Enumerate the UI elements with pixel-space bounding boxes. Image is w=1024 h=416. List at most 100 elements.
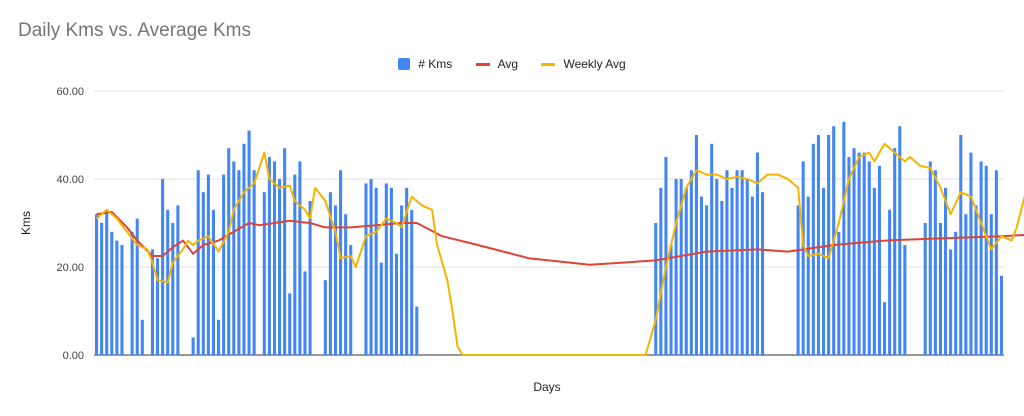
bar[interactable] [410,209,414,355]
bar[interactable] [308,201,312,355]
bar[interactable] [938,223,942,355]
bar[interactable] [674,179,678,355]
bar[interactable] [247,130,251,355]
bar[interactable] [984,165,988,355]
bar[interactable] [262,192,266,355]
bar[interactable] [944,187,948,355]
bar[interactable] [196,170,200,355]
bar[interactable] [679,179,683,355]
bar[interactable] [364,183,368,355]
bar[interactable] [333,205,338,355]
bar[interactable] [954,231,958,355]
bar[interactable] [923,223,927,355]
bar[interactable] [344,214,348,355]
bar[interactable] [95,214,99,355]
bar[interactable] [969,152,973,355]
bar[interactable] [201,192,205,355]
bar[interactable] [150,249,154,355]
bar[interactable] [740,170,744,355]
bar[interactable] [405,187,409,355]
bar[interactable] [720,201,724,355]
bar[interactable] [288,293,292,355]
bar[interactable] [750,196,754,355]
bar[interactable] [369,179,373,355]
bar[interactable] [715,179,719,355]
bar[interactable] [694,135,698,355]
bar[interactable] [801,161,805,355]
bar[interactable] [959,135,963,355]
bar[interactable] [730,187,734,355]
bar[interactable] [659,187,663,355]
bar[interactable] [328,192,332,355]
bar[interactable] [323,280,327,355]
bar[interactable] [857,152,861,355]
bar[interactable] [842,121,846,355]
bar[interactable] [888,209,892,355]
bar[interactable] [893,148,897,355]
legend-item-kms[interactable]: # Kms [398,56,452,71]
bar[interactable] [903,245,907,355]
bar[interactable] [669,245,673,355]
bar[interactable] [949,249,953,355]
bar[interactable] [806,196,810,355]
bar[interactable] [389,187,393,355]
legend-item-weekly-avg[interactable]: Weekly Avg [541,56,626,71]
bar[interactable] [293,174,297,355]
bar[interactable] [735,170,739,355]
legend-item-avg[interactable]: Avg [475,56,518,71]
bar[interactable] [725,170,729,355]
bar[interactable] [415,306,419,355]
bar[interactable] [654,223,658,355]
bar[interactable] [822,187,826,355]
bar[interactable] [211,209,215,355]
bar[interactable] [394,253,399,355]
bar[interactable] [252,170,256,355]
bar[interactable] [298,161,302,355]
bar[interactable] [105,209,109,355]
bar[interactable] [206,174,210,355]
bar[interactable] [811,143,815,355]
bar[interactable] [374,187,378,355]
bar[interactable] [379,262,383,355]
bar[interactable] [999,275,1003,355]
bar[interactable] [156,258,160,355]
bar[interactable] [110,231,114,355]
bar[interactable] [745,179,749,355]
bar[interactable] [171,223,175,355]
bar[interactable] [705,205,709,355]
weekly-avg-line[interactable] [95,142,1024,356]
bar[interactable] [862,152,866,355]
bar[interactable] [161,179,165,355]
bar[interactable] [964,214,968,355]
bar[interactable] [303,271,307,355]
bar[interactable] [867,161,871,355]
bar[interactable] [689,170,693,355]
bar[interactable] [232,161,236,355]
bar[interactable] [272,161,276,355]
bar[interactable] [278,179,282,355]
bar[interactable] [267,157,271,355]
bar[interactable] [237,170,241,355]
bar[interactable] [816,135,820,355]
bar[interactable] [191,337,195,355]
bar[interactable] [796,205,800,355]
avg-line[interactable] [96,211,1024,266]
bar[interactable] [837,231,841,355]
bar[interactable] [283,148,287,355]
bar[interactable] [883,302,887,355]
bar[interactable] [928,161,932,355]
bar[interactable] [242,143,246,355]
bar[interactable] [684,187,688,355]
bar[interactable] [217,319,221,355]
bar[interactable] [339,170,343,355]
bar[interactable] [176,205,180,355]
bar[interactable] [140,319,144,355]
bar[interactable] [227,148,231,355]
bar[interactable] [120,245,124,355]
bar[interactable] [877,165,881,355]
bar[interactable] [852,148,856,355]
bar[interactable] [989,214,993,355]
bar[interactable] [400,205,404,355]
bar[interactable] [664,157,668,355]
bar[interactable] [872,187,876,355]
